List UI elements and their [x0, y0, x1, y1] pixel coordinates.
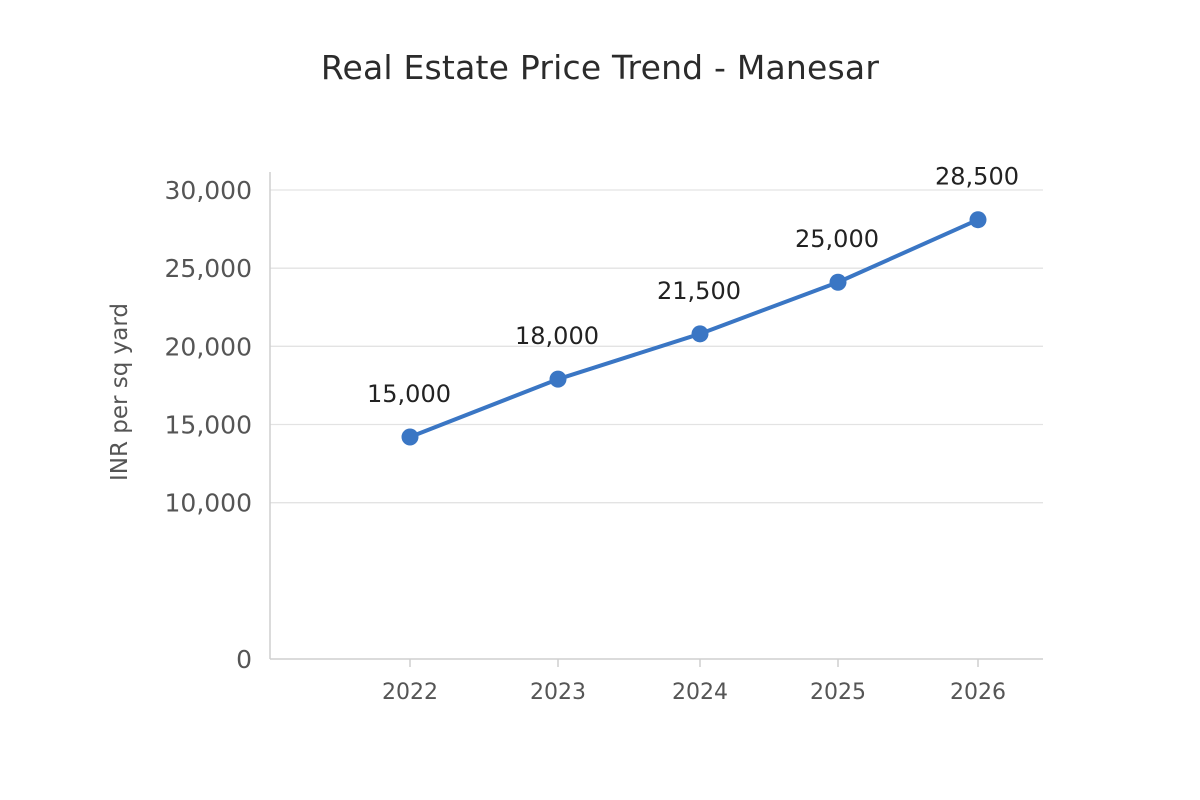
- axes: [269, 172, 1043, 667]
- data-label: 25,000: [795, 225, 879, 253]
- x-tick-label: 2026: [950, 680, 1006, 705]
- y-tick-label: 10,000: [165, 489, 252, 518]
- data-label: 15,000: [367, 380, 451, 408]
- data-point: [969, 211, 987, 229]
- chart-title: Real Estate Price Trend - Manesar: [320, 48, 880, 87]
- x-tick-labels: 2022 2023 2024 2025 2026: [382, 680, 1006, 705]
- y-tick-label: 25,000: [165, 254, 252, 283]
- y-tick-label: 15,000: [165, 411, 252, 440]
- y-tick-labels: 0 10,000 15,000 20,000 25,000 30,000: [165, 176, 252, 674]
- data-label: 28,500: [935, 163, 1019, 191]
- x-tick-label: 2024: [672, 680, 728, 705]
- data-point: [549, 370, 567, 388]
- data-points: [401, 211, 987, 446]
- x-tick-label: 2023: [530, 680, 586, 705]
- x-tick-label: 2022: [382, 680, 438, 705]
- y-tick-label: 20,000: [165, 332, 252, 361]
- y-tick-label: 30,000: [165, 176, 252, 205]
- data-label: 18,000: [515, 322, 599, 350]
- data-point: [829, 273, 847, 291]
- data-point: [401, 428, 419, 446]
- y-axis-title: INR per sq yard: [107, 303, 133, 481]
- x-tick-label: 2025: [810, 680, 866, 705]
- y-tick-label: 0: [236, 645, 252, 674]
- data-label: 21,500: [657, 277, 741, 305]
- data-labels: 15,000 18,000 21,500 25,000 28,500: [367, 163, 1019, 408]
- data-point: [691, 325, 709, 343]
